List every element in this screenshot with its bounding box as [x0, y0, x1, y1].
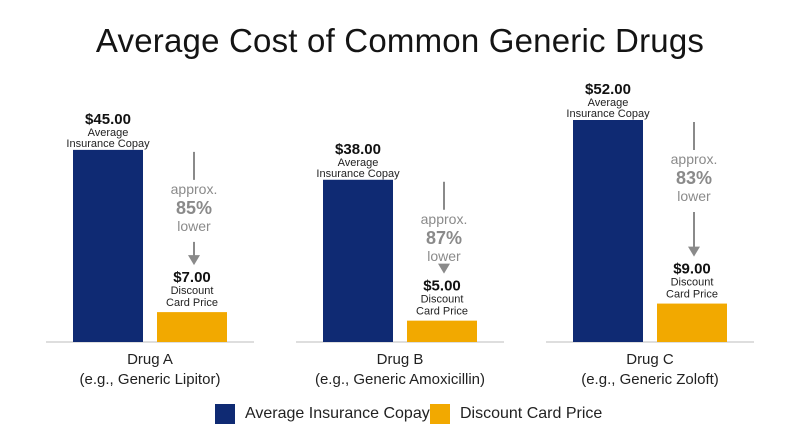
bar-discount-0 [157, 312, 227, 342]
bar-caption-copay-line1-2: Average [588, 97, 629, 109]
legend-label-discount: Discount Card Price [460, 405, 603, 422]
chart-title: Average Cost of Common Generic Drugs [95, 22, 705, 59]
bar-copay-2 [573, 120, 643, 342]
arrow-head-2 [688, 246, 700, 257]
annotation-lower-1: lower [427, 248, 461, 264]
bar-caption-copay-line2-2: Insurance Copay [566, 108, 650, 120]
bar-caption-copay-line2-0: Insurance Copay [66, 138, 150, 150]
arrow-head-1 [438, 263, 450, 274]
bar-discount-2 [657, 303, 727, 342]
annotation-percent-0: 85% [176, 198, 212, 218]
bar-caption-discount-line2-2: Card Price [666, 289, 718, 301]
bar-caption-discount-line2-0: Card Price [166, 297, 218, 309]
category-label-0: Drug A [127, 351, 173, 368]
bar-copay-1 [323, 179, 393, 342]
bar-discount-1 [407, 320, 477, 342]
category-label-2: Drug C [626, 351, 674, 368]
annotation-approx-0: approx. [171, 181, 218, 197]
legend-item-copay: Average Insurance Copay [215, 402, 430, 426]
legend-swatch-copay [215, 404, 235, 424]
data-label-discount-2: $9.00 [673, 261, 711, 278]
annotation-percent-2: 83% [676, 168, 712, 188]
bar-caption-copay-line1-1: Average [338, 157, 379, 169]
legend-item-discount: Discount Card Price [430, 402, 602, 426]
data-label-copay-1: $38.00 [335, 141, 381, 158]
bar-caption-discount-line1-0: Discount [171, 285, 214, 297]
data-label-copay-0: $45.00 [85, 111, 131, 128]
annotation-percent-1: 87% [426, 228, 462, 248]
arrow-head-0 [188, 255, 200, 266]
annotation-lower-2: lower [677, 188, 711, 204]
bar-caption-discount-line2-1: Card Price [416, 306, 468, 318]
legend-label-copay: Average Insurance Copay [245, 405, 430, 422]
bar-copay-0 [73, 149, 143, 342]
category-label-1: Drug B [377, 351, 424, 368]
annotation-lower-0: lower [177, 218, 211, 234]
data-label-copay-2: $52.00 [585, 81, 631, 98]
bar-caption-copay-line1-0: Average [88, 127, 129, 139]
category-subtitle-2: (e.g., Generic Zoloft) [581, 371, 719, 388]
data-label-discount-1: $5.00 [423, 278, 461, 295]
annotation-approx-1: approx. [421, 211, 468, 227]
legend-swatch-discount [430, 404, 450, 424]
bar-caption-discount-line1-2: Discount [671, 277, 714, 289]
data-label-discount-0: $7.00 [173, 269, 211, 286]
bar-caption-discount-line1-1: Discount [421, 294, 464, 306]
category-subtitle-0: (e.g., Generic Lipitor) [80, 371, 221, 388]
annotation-approx-2: approx. [671, 151, 718, 167]
bar-caption-copay-line2-1: Insurance Copay [316, 168, 400, 180]
category-subtitle-1: (e.g., Generic Amoxicillin) [315, 371, 485, 388]
